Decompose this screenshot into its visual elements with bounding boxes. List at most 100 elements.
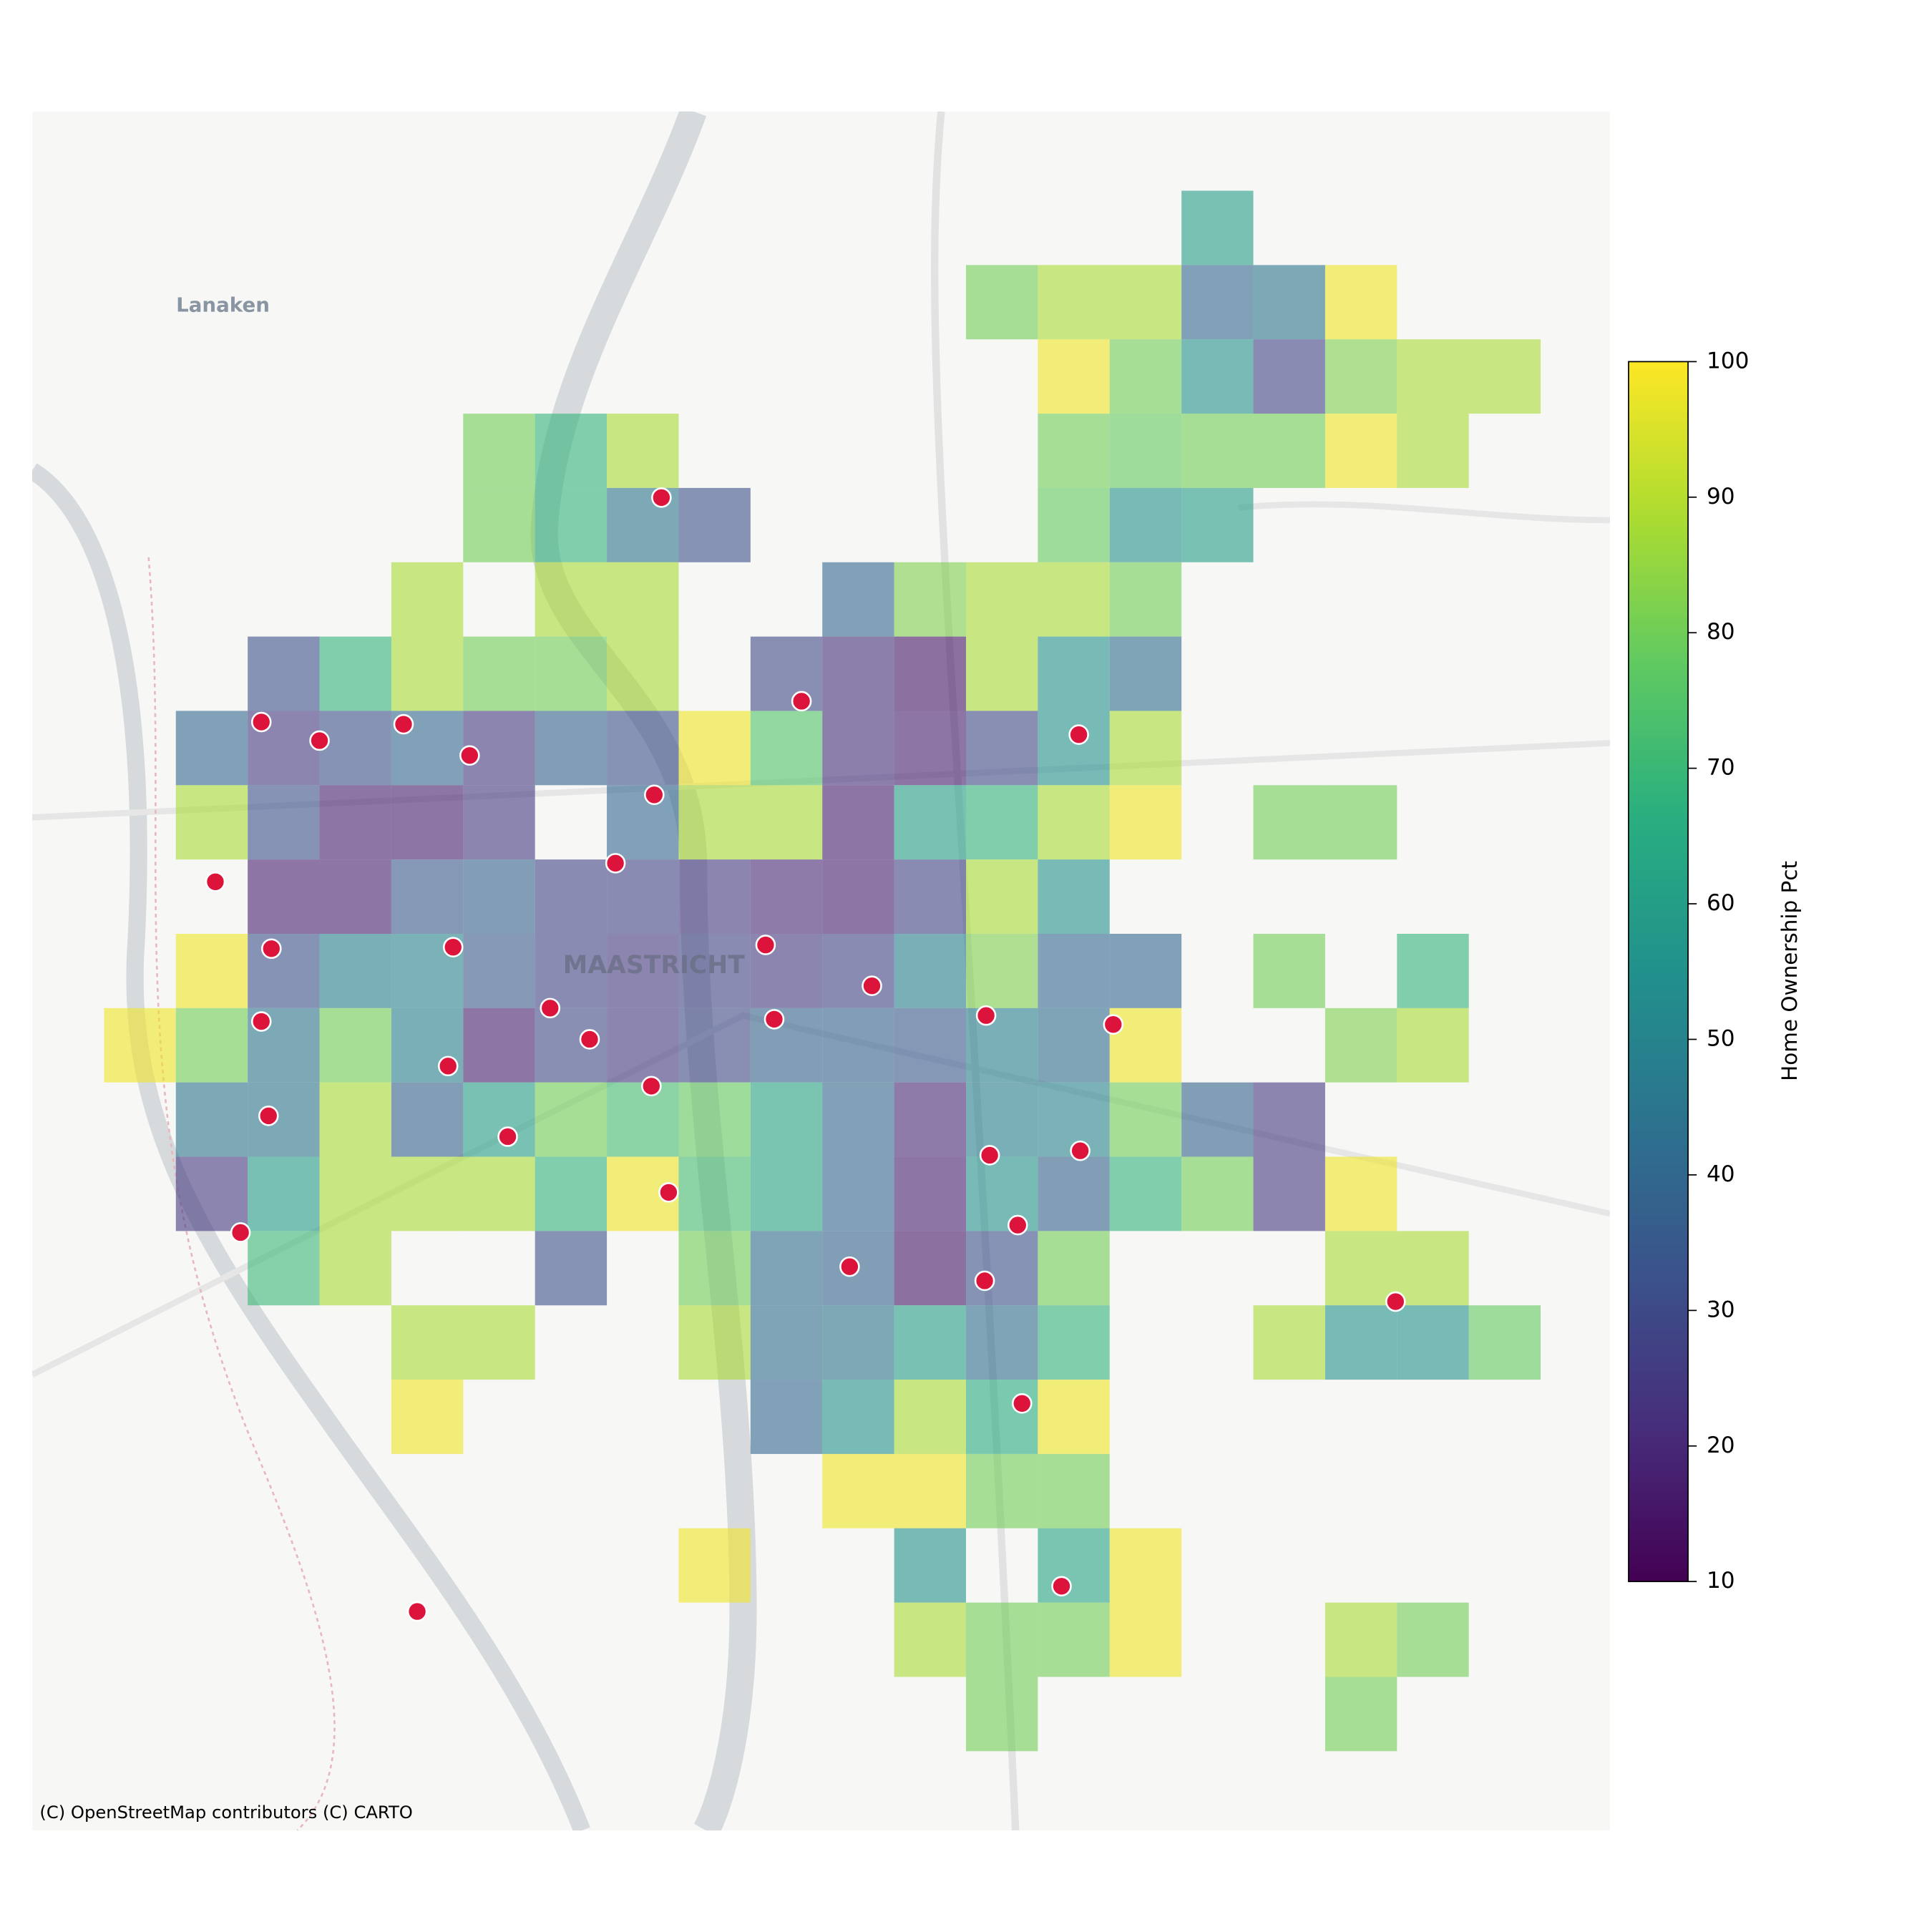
colorbar-tick-label: 100 [1707, 348, 1749, 374]
grid-cell [1038, 711, 1110, 786]
grid-cell [1324, 265, 1397, 340]
grid-cell [894, 1008, 966, 1083]
point [1385, 1291, 1406, 1312]
grid-cell [678, 934, 751, 1008]
colorbar [1628, 361, 1689, 1583]
grid-cell [1397, 1305, 1469, 1380]
grid-cell [750, 1082, 823, 1157]
grid-cell [319, 711, 391, 786]
grid-cell [1038, 1380, 1110, 1454]
grid-cell [463, 1305, 535, 1380]
point [393, 713, 414, 735]
grid-cell [463, 934, 535, 1008]
grid-cell [750, 1231, 823, 1306]
grid-cell [678, 711, 751, 786]
grid-cell [822, 785, 894, 860]
grid-cell [894, 1305, 966, 1380]
grid-cell [463, 1082, 535, 1157]
grid-cell [822, 1008, 894, 1083]
grid-cell [175, 934, 248, 1008]
grid-cell [535, 414, 608, 488]
grid-cell [391, 1305, 464, 1380]
grid-cell [822, 562, 894, 637]
attribution: (C) OpenStreetMap contributors (C) CARTO [39, 1802, 412, 1823]
grid-cell [535, 636, 608, 711]
point [862, 975, 882, 996]
grid-cell [391, 785, 464, 860]
grid-cell [966, 636, 1038, 711]
grid-cell [822, 934, 894, 1008]
grid-cell [1109, 414, 1182, 488]
grid-cell [463, 859, 535, 934]
grid-cell [894, 934, 966, 1008]
point [1012, 1393, 1033, 1414]
colorbar-tick-label: 80 [1707, 619, 1735, 645]
grid-cell [1109, 562, 1182, 637]
point [1068, 724, 1089, 745]
grid-cell [1468, 339, 1541, 414]
grid-cell [894, 711, 966, 786]
colorbar-tick-label: 90 [1707, 484, 1735, 509]
grid-cell [175, 711, 248, 786]
point [497, 1126, 518, 1147]
point [261, 938, 282, 960]
grid-cell [678, 1305, 751, 1380]
point [258, 1106, 279, 1126]
grid-cell [319, 859, 391, 934]
grid-cell [1038, 1305, 1110, 1380]
grid-cell [1324, 1305, 1397, 1380]
point [205, 872, 226, 892]
grid-cell [535, 487, 608, 562]
grid-cell [1397, 1231, 1469, 1306]
grid-cell [248, 934, 320, 1008]
colorbar-label: Home Ownership Pct [1777, 861, 1802, 1081]
point [1007, 1214, 1028, 1236]
point [1070, 1140, 1091, 1161]
grid-cell [894, 1453, 966, 1528]
grid-cell [535, 1082, 608, 1157]
grid-cell [1109, 265, 1182, 340]
grid-cell [1397, 1008, 1469, 1083]
grid-cell [1038, 785, 1110, 860]
point [250, 711, 272, 733]
grid-cell [750, 1156, 823, 1231]
grid-cell [678, 487, 751, 562]
point [1051, 1576, 1072, 1597]
grid-cell [678, 1528, 751, 1603]
grid-cell [1397, 1602, 1469, 1677]
grid-cell [1038, 265, 1110, 340]
grid-cell [535, 934, 608, 1008]
grid-cell [966, 1305, 1038, 1380]
grid-cell [319, 636, 391, 711]
grid-cell [894, 1380, 966, 1454]
grid-cell [678, 1082, 751, 1157]
grid-cell [1109, 934, 1182, 1008]
grid-cell [1397, 414, 1469, 488]
grid-cell [248, 1156, 320, 1231]
point [974, 1270, 995, 1292]
point [230, 1222, 251, 1243]
grid-cell [1038, 1528, 1110, 1603]
grid-cell [966, 785, 1038, 860]
grid-cell [1109, 636, 1182, 711]
grid-cell [1253, 1082, 1325, 1157]
grid-cell [535, 711, 608, 786]
grid-cell [463, 636, 535, 711]
grid-cell [1253, 339, 1325, 414]
point [605, 853, 626, 874]
grid-cell [1038, 339, 1110, 414]
grid-cell [391, 859, 464, 934]
grid-cell [535, 562, 608, 637]
grid-cell [1109, 1528, 1182, 1603]
grid-cell [822, 1380, 894, 1454]
grid-cell [1181, 1156, 1254, 1231]
grid-cell [1181, 190, 1254, 265]
grid-cell [1253, 1305, 1325, 1380]
grid-cell [966, 1156, 1038, 1231]
grid-cell [894, 1528, 966, 1603]
grid-cell [678, 859, 751, 934]
grid-cell [1181, 265, 1254, 340]
grid-cell [1038, 934, 1110, 1008]
grid-cell [535, 1156, 608, 1231]
grid-cell [1397, 934, 1469, 1008]
